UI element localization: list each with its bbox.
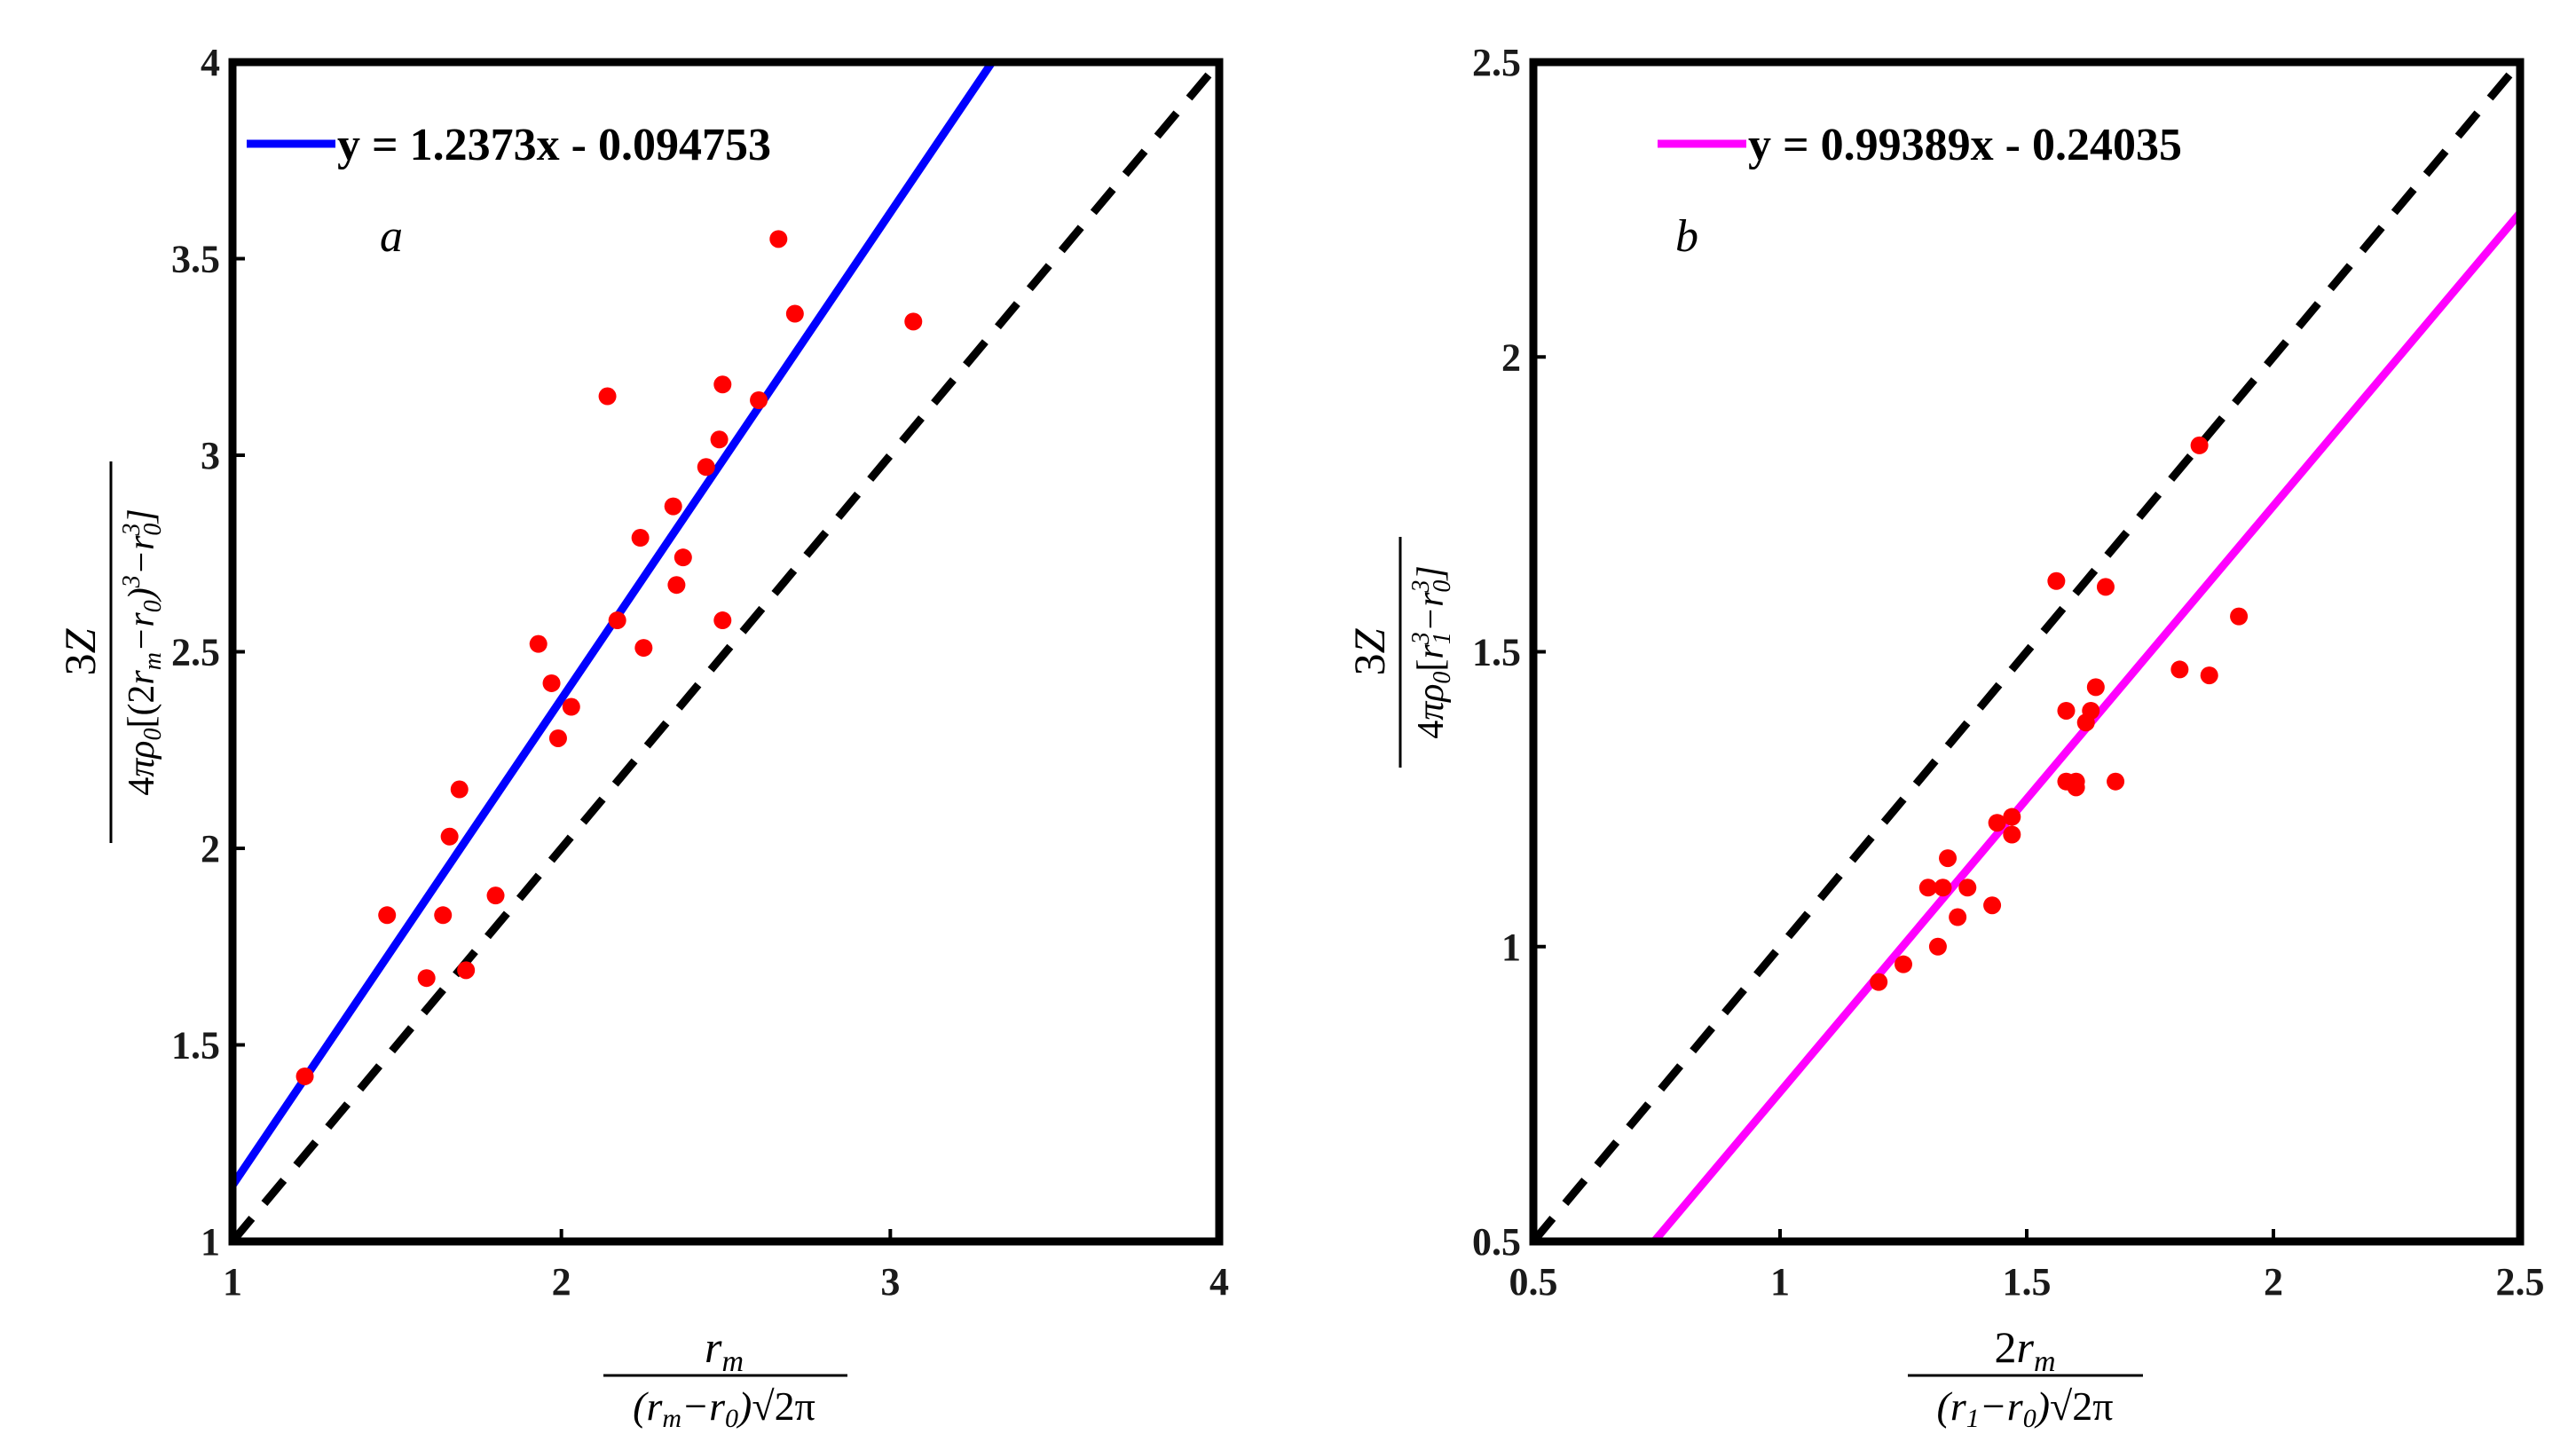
panel-a-legend-text: y = 1.2373x - 0.094753 bbox=[337, 120, 771, 170]
panel-a-data-point bbox=[904, 312, 923, 331]
svg-text:4πρ0[r31−r30]: 4πρ0[r31−r30] bbox=[1407, 565, 1456, 739]
panel-a-data-point bbox=[529, 634, 547, 653]
panel-b-data-point bbox=[2096, 578, 2115, 596]
panel-a-data-point bbox=[713, 375, 732, 394]
panel-a-reference-line bbox=[232, 62, 1219, 1241]
panel-a-data-point bbox=[457, 961, 476, 980]
panel-b-data-point bbox=[1958, 879, 1977, 897]
panel-b-y-tick-label: 0.5 bbox=[1472, 1220, 1521, 1264]
panel-a-axes-box bbox=[228, 58, 1224, 1246]
panel-b-data-point bbox=[2003, 808, 2021, 826]
panel-a-y-tick-label: 1.5 bbox=[171, 1024, 220, 1068]
panel-a-y-tick-label: 2.5 bbox=[171, 631, 220, 674]
panel-b-data-point bbox=[1939, 849, 1958, 868]
panel-a-data-point bbox=[785, 304, 804, 323]
panel-b-x-tick-label: 2.5 bbox=[2496, 1260, 2545, 1304]
panel-a-data-point bbox=[674, 548, 692, 567]
panel-b-data-point bbox=[2170, 660, 2189, 679]
panel-a-data-point bbox=[750, 390, 768, 409]
panel-b: 0.5 1 1.5 2 2.5 0.5 1 1.5 2 2.5 y = 0.99389x - 0… bbox=[1344, 41, 2545, 1433]
panel-b-data-point bbox=[2200, 666, 2218, 685]
panel-a-y-tick-label: 1 bbox=[201, 1220, 220, 1264]
panel-a-data-point bbox=[562, 697, 580, 716]
panel-b-data-point bbox=[2086, 678, 2105, 697]
panel-a-x-ticks: 1 2 3 4 bbox=[223, 1229, 1229, 1304]
panel-a-data-point bbox=[713, 611, 732, 630]
panel-b-data-point bbox=[2057, 701, 2076, 720]
panel-b-x-tick-label: 1.5 bbox=[2003, 1260, 2052, 1304]
panel-a-data-point bbox=[450, 780, 469, 799]
panel-b-x-tick-label: 0.5 bbox=[1509, 1260, 1558, 1304]
panel-b-y-ticks: 0.5 1 1.5 2 2.5 bbox=[1472, 41, 1546, 1264]
panel-a-data-point bbox=[631, 529, 650, 548]
panel-a-fit-line bbox=[232, 62, 997, 1188]
panel-a-data-point bbox=[769, 230, 788, 248]
panel-b-data-point bbox=[2190, 436, 2209, 454]
panel-b-reference-line bbox=[1533, 62, 2520, 1241]
panel-a-data-point bbox=[697, 458, 715, 477]
panel-b-label: b bbox=[1675, 211, 1698, 262]
panel-a-data-point bbox=[598, 387, 617, 406]
svg-text:3Z: 3Z bbox=[1344, 627, 1394, 675]
panel-b-y-tick-label: 1 bbox=[1501, 926, 1521, 969]
panel-a-y-tick-label: 3 bbox=[201, 434, 220, 477]
panel-b-data-point bbox=[1983, 896, 2002, 915]
svg-text:(rm−r0)√2π: (rm−r0)√2π bbox=[633, 1383, 815, 1433]
panel-a: 1 1.5 2 2.5 3 3.5 4 1 2 3 4 y = 1.2373x - 0.09475… bbox=[55, 41, 1229, 1433]
panel-a-data-point bbox=[634, 639, 653, 658]
panel-a-data-point bbox=[295, 1067, 314, 1085]
panel-b-x-label: 2rm (r1−r0)√2π bbox=[1908, 1322, 2143, 1433]
panel-b-data-point bbox=[1949, 908, 1967, 926]
panel-a-label: a bbox=[380, 211, 403, 262]
panel-b-legend-text: y = 0.99389x - 0.24035 bbox=[1748, 120, 2182, 170]
panel-a-x-tick-label: 3 bbox=[880, 1260, 900, 1304]
panel-b-data-point bbox=[2082, 701, 2100, 720]
panel-b-data-point bbox=[1928, 937, 1947, 956]
panel-a-data-point bbox=[417, 969, 436, 988]
panel-a-data-point bbox=[608, 611, 626, 630]
panel-b-x-tick-label: 2 bbox=[2264, 1260, 2283, 1304]
panel-a-y-tick-label: 2 bbox=[201, 827, 220, 871]
panel-a-points bbox=[295, 230, 923, 1085]
panel-b-data-point bbox=[1870, 973, 1888, 991]
panel-a-x-tick-label: 1 bbox=[223, 1260, 242, 1304]
panel-a-data-point bbox=[378, 906, 397, 925]
panel-a-data-point bbox=[664, 497, 682, 516]
panel-b-data-point bbox=[1918, 879, 1937, 897]
panel-a-data-point bbox=[548, 729, 567, 747]
panel-a-data-point bbox=[486, 886, 505, 905]
panel-b-points bbox=[1870, 436, 2249, 991]
panel-b-y-tick-label: 2.5 bbox=[1472, 41, 1521, 84]
panel-b-x-tick-label: 1 bbox=[1770, 1260, 1790, 1304]
svg-text:(r1−r0)√2π: (r1−r0)√2π bbox=[1937, 1383, 2114, 1433]
panel-a-y-label: 3Z 4πρ0[(2rm−r0)3−r30] bbox=[55, 461, 167, 843]
panel-a-x-tick-label: 2 bbox=[552, 1260, 571, 1304]
panel-b-data-point bbox=[2230, 607, 2249, 626]
panel-b-axes-box bbox=[1529, 58, 2525, 1246]
panel-b-data-point bbox=[2003, 825, 2021, 844]
panel-a-data-point bbox=[440, 827, 459, 846]
panel-a-x-tick-label: 4 bbox=[1209, 1260, 1229, 1304]
panel-a-data-point bbox=[434, 906, 453, 925]
panel-a-y-tick-label: 4 bbox=[201, 41, 220, 84]
svg-text:3Z: 3Z bbox=[55, 627, 105, 675]
panel-b-y-label: 3Z 4πρ0[r31−r30] bbox=[1344, 537, 1456, 768]
panel-b-y-tick-label: 2 bbox=[1501, 335, 1521, 379]
panel-b-y-tick-label: 1.5 bbox=[1472, 631, 1521, 674]
panel-b-data-point bbox=[2047, 571, 2066, 590]
panel-b-data-point bbox=[2067, 772, 2085, 791]
panel-a-data-point bbox=[710, 430, 729, 449]
panel-b-data-point bbox=[1895, 955, 1912, 973]
svg-text:4πρ0[(2rm−r0)3−r30]: 4πρ0[(2rm−r0)3−r30] bbox=[118, 508, 167, 796]
panel-b-data-point bbox=[2107, 772, 2125, 791]
panel-a-y-tick-label: 3.5 bbox=[171, 238, 220, 281]
panel-b-fit-line bbox=[1649, 209, 2520, 1241]
panel-b-data-point bbox=[1934, 879, 1952, 897]
panel-a-data-point bbox=[667, 576, 686, 595]
panel-b-data-point bbox=[1988, 814, 2006, 832]
panel-a-data-point bbox=[542, 674, 561, 692]
